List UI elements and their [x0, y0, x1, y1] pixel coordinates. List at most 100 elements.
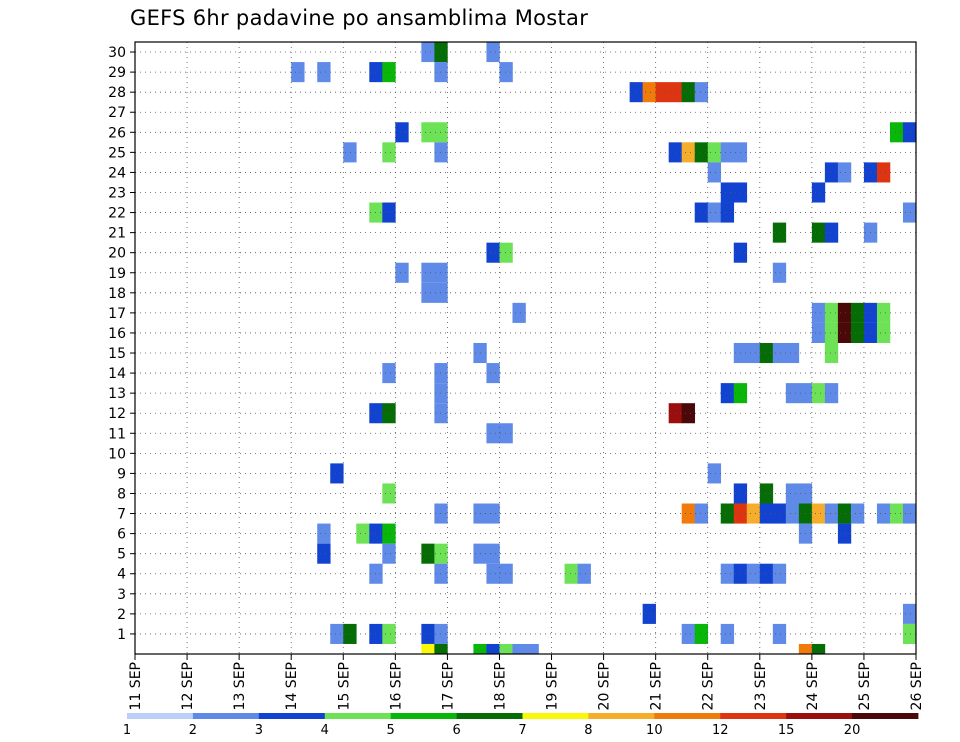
- y-tick-label: 22: [108, 206, 126, 222]
- heatmap-cell: [421, 543, 435, 564]
- heatmap-cell: [772, 563, 787, 584]
- heatmap-cell: [434, 503, 448, 524]
- y-tick-label: 9: [117, 466, 126, 482]
- heatmap-cell: [486, 543, 500, 564]
- y-tick-label: 26: [108, 125, 126, 141]
- heatmap-cell: [421, 643, 435, 654]
- heatmap-cell: [499, 563, 513, 584]
- y-tick-label: 1: [117, 627, 126, 643]
- heatmap-cell: [694, 623, 709, 644]
- x-tick-label: 25 SEP: [857, 662, 873, 710]
- colorbar-label: 3: [255, 723, 263, 738]
- y-tick-label: 2: [117, 607, 126, 623]
- heatmap-cell: [291, 62, 305, 83]
- heatmap-cell: [421, 282, 435, 303]
- heatmap-cell: [876, 302, 891, 323]
- heatmap-cell: [811, 643, 826, 654]
- y-tick-label: 11: [108, 426, 126, 442]
- heatmap-cell: [629, 82, 643, 103]
- chart-title: GEFS 6hr padavine po ansamblima Mostar: [130, 6, 589, 30]
- colorbar-label: 5: [387, 723, 395, 738]
- heatmap-cell: [486, 563, 500, 584]
- heatmap-cell: [681, 403, 696, 424]
- heatmap-cell: [343, 142, 357, 163]
- heatmap-cell: [434, 142, 448, 163]
- heatmap-cell: [811, 322, 826, 343]
- y-tick-label: 18: [108, 286, 126, 302]
- heatmap-cell: [499, 62, 513, 83]
- heatmap-cell: [382, 403, 396, 424]
- heatmap-cell: [902, 623, 917, 644]
- x-tick-label: 17 SEP: [440, 662, 456, 710]
- heatmap-cell: [317, 523, 331, 544]
- y-axis: 1234567891011121314151617181920212223242…: [108, 45, 135, 643]
- y-tick-label: 16: [108, 326, 126, 342]
- x-tick-label: 18 SEP: [492, 662, 508, 710]
- heatmap-cell: [811, 302, 826, 323]
- heatmap-cell: [577, 563, 591, 584]
- colorbar-swatch: [258, 713, 326, 719]
- y-tick-label: 21: [108, 226, 126, 242]
- heatmap-cell: [772, 222, 787, 243]
- heatmap-cell: [811, 222, 826, 243]
- heatmap-cell: [434, 623, 448, 644]
- y-tick-label: 15: [108, 346, 126, 362]
- heatmap-cell: [330, 463, 344, 484]
- colorbar-swatch: [127, 713, 194, 719]
- heatmap-cell: [902, 202, 917, 223]
- heatmap-cell: [486, 363, 500, 384]
- heatmap-cell: [772, 342, 787, 364]
- heatmap-cell: [837, 322, 852, 343]
- heatmap-cell: [694, 82, 709, 103]
- heatmap-cell: [681, 503, 696, 524]
- heatmap-cell: [759, 563, 774, 584]
- y-tick-label: 24: [108, 165, 126, 181]
- x-tick-label: 15 SEP: [336, 662, 352, 710]
- heatmap-cell: [382, 623, 396, 644]
- x-tick-label: 19 SEP: [545, 662, 561, 710]
- heatmap-cell: [356, 523, 370, 544]
- heatmap-cell: [395, 122, 409, 143]
- heatmap-cell: [330, 623, 344, 644]
- heatmap-cell: [434, 42, 448, 63]
- heatmap-cell: [434, 563, 448, 584]
- y-tick-label: 23: [108, 185, 126, 201]
- heatmap-cell: [317, 543, 331, 564]
- colorbar-swatch: [324, 713, 392, 719]
- heatmap-cell: [837, 302, 852, 323]
- heatmap-cell: [720, 142, 735, 163]
- x-tick-label: 11 SEP: [128, 662, 144, 710]
- heatmap-cell: [772, 262, 787, 283]
- y-tick-label: 28: [108, 85, 126, 101]
- heatmap-cell: [434, 383, 448, 404]
- heatmap-cell: [707, 142, 722, 163]
- heatmap-cell: [811, 383, 826, 404]
- heatmap-cell: [382, 523, 396, 544]
- heatmap-cell: [876, 503, 891, 524]
- colorbar-swatch: [522, 713, 589, 719]
- heatmap-cell: [525, 643, 539, 654]
- colorbar-label: 6: [452, 723, 460, 738]
- heatmap-cell: [486, 42, 500, 63]
- heatmap-cell: [642, 603, 656, 624]
- heatmap-cell: [512, 643, 526, 654]
- colorbar-swatch: [720, 713, 787, 719]
- colorbar-label: 1: [123, 723, 131, 738]
- y-tick-label: 8: [117, 486, 126, 502]
- colorbar-swatch: [786, 713, 853, 719]
- heatmap-cell: [876, 322, 891, 343]
- heatmap-cell: [824, 383, 839, 404]
- heatmap-cell: [434, 62, 448, 83]
- heatmap-cell: [772, 623, 787, 644]
- heatmap-cell: [876, 162, 891, 183]
- heatmap-cell: [421, 623, 435, 644]
- y-tick-label: 4: [117, 567, 126, 583]
- heatmap-cell: [694, 202, 709, 223]
- colorbar-swatch: [654, 713, 721, 719]
- heatmap-cell: [499, 423, 513, 444]
- heatmap-cell: [837, 503, 852, 524]
- heatmap-cell: [759, 503, 774, 524]
- x-tick-label: 23 SEP: [753, 662, 769, 710]
